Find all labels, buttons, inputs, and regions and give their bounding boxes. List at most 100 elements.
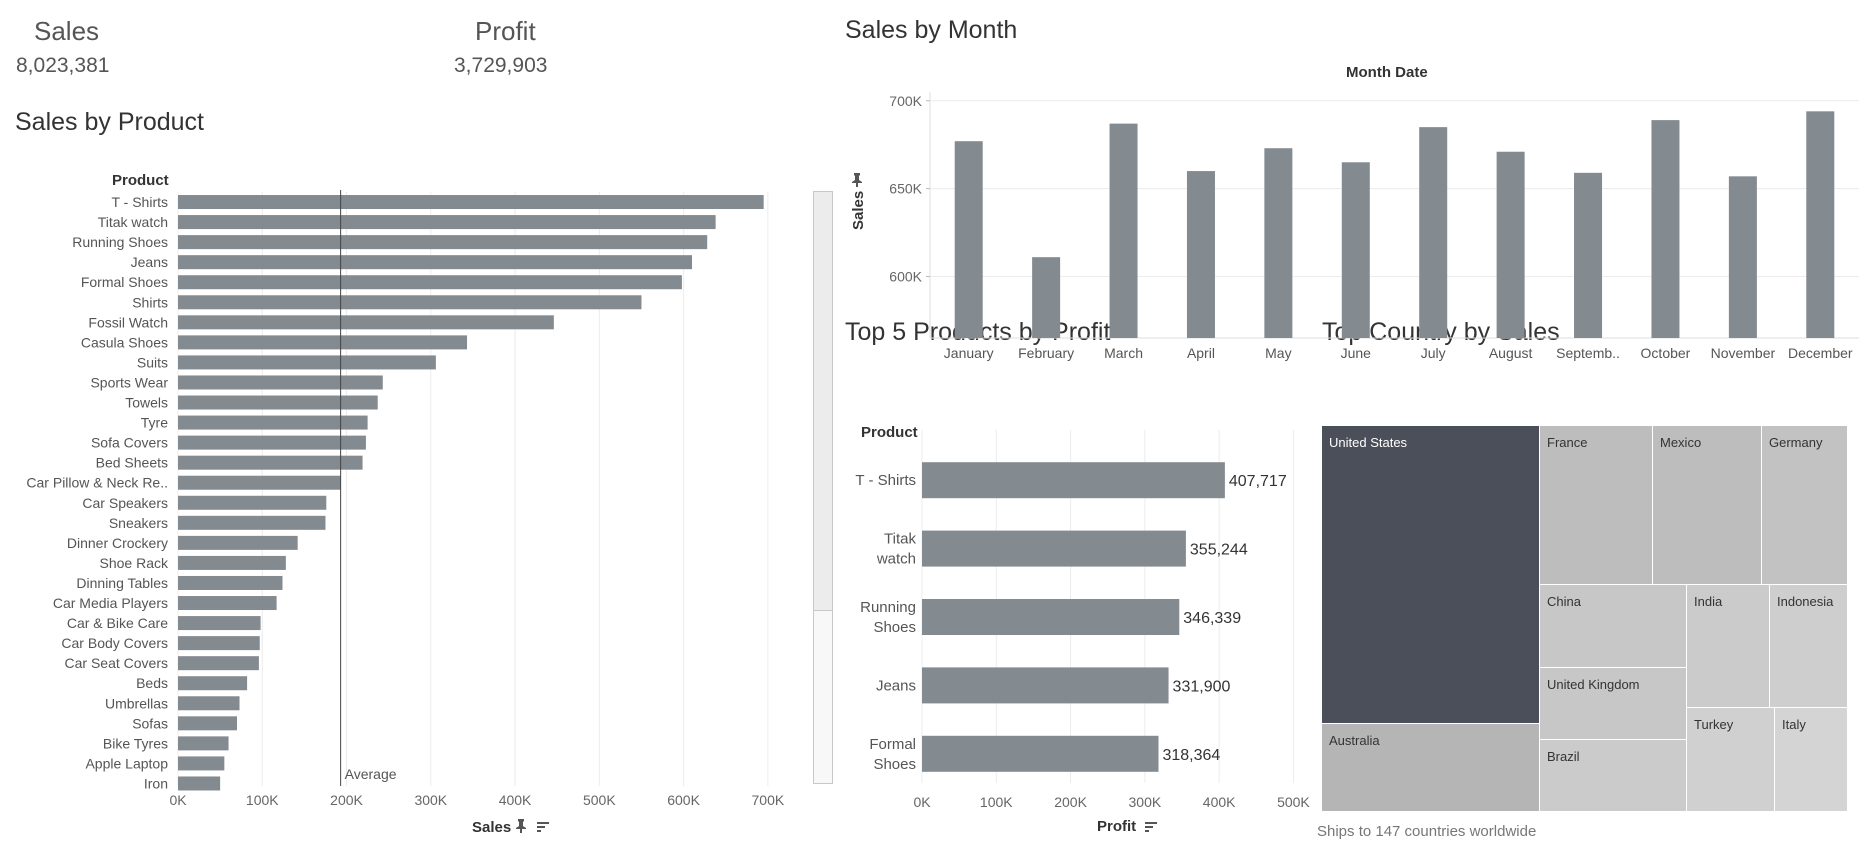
- treemap-label: Germany: [1769, 435, 1823, 450]
- treemap-cell-france[interactable]: France: [1540, 426, 1652, 584]
- x-tick-label: 0K: [169, 792, 187, 808]
- bar: [178, 215, 716, 230]
- month-label: January: [944, 345, 994, 361]
- bar: [178, 335, 468, 350]
- bar: [1264, 148, 1293, 338]
- sales-by-product-chart: 0K 100K 200K 300K 400K 500K 600K 700K T - Shirts…: [26, 190, 785, 808]
- bar: [178, 696, 240, 711]
- bar: [178, 195, 764, 210]
- treemap-label: Australia: [1329, 733, 1380, 748]
- x-tick-label: 400K: [499, 792, 532, 808]
- bar: [922, 462, 1225, 499]
- month-label: March: [1104, 345, 1143, 361]
- treemap-label: France: [1547, 435, 1588, 450]
- category-label: Titak: [884, 531, 916, 548]
- category-label: Beds: [136, 675, 168, 691]
- treemap-cell-turkey[interactable]: Turkey: [1687, 708, 1774, 811]
- treemap-cell-australia[interactable]: Australia: [1322, 724, 1539, 811]
- treemap-label: Indonesia: [1777, 594, 1834, 609]
- category-label: Formal: [869, 736, 916, 753]
- treemap-cell-mexico[interactable]: Mexico: [1653, 426, 1761, 584]
- treemap-cell-india[interactable]: India: [1687, 585, 1769, 707]
- scrollbar-thumb[interactable]: [814, 192, 832, 611]
- treemap-label: Turkey: [1694, 717, 1734, 732]
- y-tick-label: 600K: [889, 269, 922, 285]
- category-label: Umbrellas: [105, 695, 168, 711]
- bar: [178, 636, 260, 651]
- bar: [178, 676, 248, 691]
- treemap-label: Italy: [1782, 717, 1806, 732]
- category-label: Fossil Watch: [88, 314, 168, 330]
- bar: [178, 756, 225, 771]
- sort-icon[interactable]: [536, 820, 550, 838]
- month-label: June: [1341, 345, 1372, 361]
- category-label: Shoes: [873, 756, 916, 773]
- treemap-cell-united-states[interactable]: United States: [1322, 426, 1539, 723]
- category-label: Bike Tyres: [103, 735, 168, 751]
- bar: [178, 555, 286, 570]
- x-tick-label: 500K: [1277, 794, 1310, 810]
- pin-icon: [514, 818, 528, 839]
- product-list-scrollbar[interactable]: [813, 191, 833, 784]
- profit-kpi-label: Profit: [475, 16, 536, 46]
- treemap-cell-germany[interactable]: Germany: [1762, 426, 1847, 584]
- treemap-cell-italy[interactable]: Italy: [1775, 708, 1847, 811]
- treemap-label: Mexico: [1660, 435, 1702, 450]
- countries-footer-note: Ships to 147 countries worldwide: [1317, 823, 1537, 840]
- x-tick-label: 100K: [980, 794, 1013, 810]
- bar: [1341, 162, 1370, 338]
- month-date-header: Month Date: [1346, 64, 1428, 81]
- x-tick-label: 700K: [752, 792, 785, 808]
- bar: [178, 575, 283, 590]
- bar: [178, 255, 693, 270]
- bar: [178, 515, 326, 530]
- sales-by-product-title: Sales by Product: [15, 108, 204, 136]
- x-tick-label: 300K: [1129, 794, 1162, 810]
- x-tick-label: 200K: [1054, 794, 1087, 810]
- treemap-cell-brazil[interactable]: Brazil: [1540, 740, 1686, 811]
- category-label: Formal Shoes: [81, 274, 168, 290]
- category-label: Suits: [137, 354, 168, 370]
- bar: [1651, 120, 1680, 338]
- month-label: July: [1421, 345, 1446, 361]
- x-tick-label: 500K: [583, 792, 616, 808]
- treemap-cell-china[interactable]: China: [1540, 585, 1686, 667]
- treemap-label: China: [1547, 594, 1581, 609]
- top5-products-chart: 0K 100K 200K 300K 400K 500K 407,717 T - Shirts 3…: [855, 430, 1310, 810]
- category-label: watch: [876, 551, 916, 568]
- treemap-cell-indonesia[interactable]: Indonesia: [1770, 585, 1847, 707]
- category-label: Tyre: [141, 415, 168, 431]
- treemap-cell-united-kingdom[interactable]: United Kingdom: [1540, 668, 1686, 739]
- average-label: Average: [345, 766, 397, 782]
- bar: [922, 667, 1169, 704]
- bar: [178, 355, 436, 370]
- bar: [178, 455, 363, 470]
- bar: [178, 535, 298, 550]
- category-label: Car & Bike Care: [67, 615, 168, 631]
- bar: [178, 235, 708, 250]
- category-label: T - Shirts: [855, 472, 916, 489]
- country-treemap: United States Australia France Mexico Ge…: [1322, 426, 1847, 811]
- category-label: Running Shoes: [72, 234, 168, 250]
- sales-kpi-value: 8,023,381: [16, 54, 110, 77]
- data-label: 346,339: [1183, 610, 1241, 627]
- y-tick-label: 700K: [889, 93, 922, 109]
- bar: [178, 395, 378, 410]
- month-label: August: [1489, 345, 1533, 361]
- data-label: 331,900: [1173, 678, 1231, 695]
- month-label: April: [1187, 345, 1215, 361]
- sales-kpi-label: Sales: [34, 16, 100, 46]
- bar: [178, 415, 368, 430]
- top5-product-column-header: Product: [861, 424, 918, 441]
- bar: [1419, 127, 1448, 338]
- top5-sort-icon[interactable]: [1144, 820, 1158, 838]
- category-label: Running: [860, 599, 916, 616]
- x-tick-label: 400K: [1203, 794, 1236, 810]
- category-label: Iron: [144, 775, 168, 791]
- category-label: Dinning Tables: [76, 575, 168, 591]
- category-label: Sports Wear: [90, 374, 168, 390]
- bar: [178, 275, 682, 290]
- x-tick-label: 0K: [913, 794, 931, 810]
- category-label: Shoes: [873, 619, 916, 636]
- category-label: Car Media Players: [53, 595, 168, 611]
